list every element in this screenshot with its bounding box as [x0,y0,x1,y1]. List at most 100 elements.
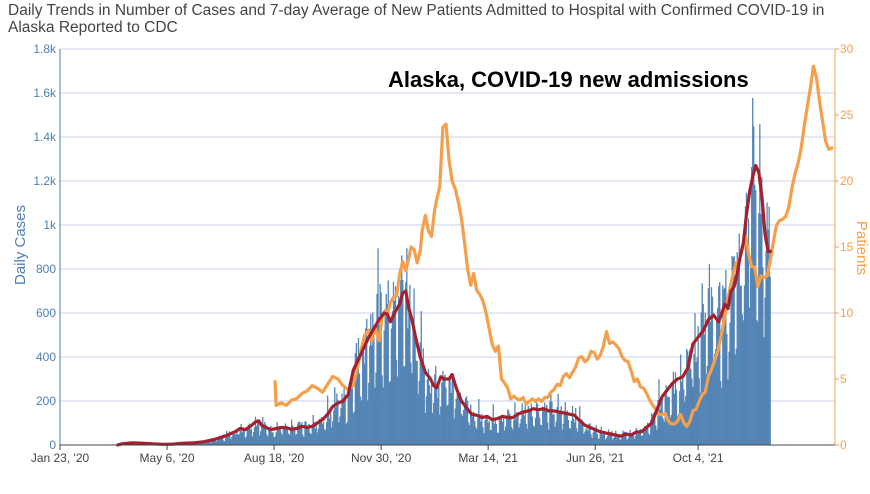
daily-case-bar [281,434,283,446]
daily-case-bar [548,429,550,446]
daily-case-bar [686,348,688,446]
daily-case-bar [494,420,496,446]
daily-case-bar [500,418,503,446]
daily-case-bar [641,435,644,446]
daily-case-bar [251,436,254,446]
daily-case-bar [408,313,410,446]
daily-case-bar [618,436,620,446]
daily-case-bar [717,307,719,446]
daily-case-bar [698,378,700,446]
daily-case-bar [520,418,522,446]
daily-case-bar [557,393,559,446]
daily-case-bar [728,351,730,446]
y-right-tick-label: 15 [840,240,854,254]
daily-case-bar [754,184,756,446]
daily-case-bar [693,353,695,446]
daily-case-bar [391,311,394,446]
daily-case-bar [522,412,524,446]
daily-case-bar [756,320,758,446]
x-tick-label: Jun 26, '21 [566,451,625,465]
daily-case-bar [558,412,560,446]
daily-case-bar [449,377,451,446]
daily-case-bar [701,283,703,446]
daily-case-bar [342,401,344,446]
daily-case-bar [507,409,509,446]
daily-case-bar [734,354,736,446]
daily-case-bar [590,434,592,446]
daily-case-bar [272,432,274,446]
daily-case-bar [226,431,228,446]
daily-case-bar [373,325,375,446]
daily-case-bar [746,250,749,446]
daily-case-bar [634,436,636,446]
daily-case-bar [315,424,317,446]
daily-case-bar [386,304,388,446]
daily-case-bar [249,429,252,446]
daily-case-bar [545,409,547,446]
daily-case-bar [223,440,225,446]
daily-case-bar [402,280,404,446]
daily-case-bar [280,432,282,446]
daily-case-bar [743,285,746,446]
daily-case-bar [547,422,549,446]
daily-case-bar [239,431,241,446]
daily-case-bar [405,282,407,446]
daily-case-bar [629,429,631,446]
daily-case-bar [685,395,687,446]
daily-case-bar [322,422,325,446]
daily-case-bar [493,424,495,446]
daily-case-bar [256,420,259,446]
daily-case-bar [369,345,371,446]
daily-case-bar [276,422,278,446]
daily-case-bar [598,438,600,446]
axes: 0 200 400 600 800 1k 1.2k 1.4k 1.6k 1.8k 0 5 10 15 20 2… [31,42,854,465]
daily-case-bar [418,380,420,446]
y-axis-right-title: Patients [853,221,870,275]
daily-case-bar [309,432,311,446]
y-left-tick-label: 1.6k [33,86,57,100]
daily-case-bar [465,396,468,446]
daily-case-bar [499,416,502,446]
daily-case-bar [603,432,606,446]
daily-case-bar [288,434,291,446]
daily-case-bar [622,430,624,446]
daily-case-bar [314,428,316,446]
daily-case-bar [578,422,580,446]
daily-case-bar [564,402,566,446]
daily-case-bar [296,434,298,446]
daily-case-bar [707,288,710,446]
daily-case-bar [230,439,232,446]
daily-case-bar [601,434,604,446]
daily-case-bar [406,248,408,446]
daily-case-bar [716,318,718,446]
daily-case-bar [637,432,640,446]
daily-case-bar [401,255,403,446]
daily-case-bar [334,387,336,446]
daily-case-bar [469,425,471,446]
daily-case-bar [718,286,720,446]
daily-case-bar [412,319,414,446]
daily-case-bar [393,300,396,446]
daily-case-bar [473,411,475,446]
daily-case-bar [444,374,446,446]
daily-case-bar [378,324,380,446]
daily-case-bar [480,421,482,446]
daily-case-bar [680,354,682,446]
daily-case-bar [250,428,253,446]
daily-case-bar [517,414,519,446]
daily-case-bar [399,300,401,446]
daily-case-bar [295,434,297,446]
daily-case-bar [528,410,530,446]
daily-case-bar [346,422,348,446]
daily-case-bar [758,213,760,446]
daily-case-bar [515,418,517,446]
daily-case-bar [445,387,447,446]
daily-case-bar [388,382,390,446]
daily-case-bar [474,421,476,446]
daily-case-bar [360,400,363,446]
daily-case-bar [586,425,588,446]
y-right-tick-label: 5 [840,372,847,386]
y-axis-left-title: Daily Cases [12,205,29,285]
daily-case-bar [355,343,358,446]
daily-case-bar [349,386,351,446]
